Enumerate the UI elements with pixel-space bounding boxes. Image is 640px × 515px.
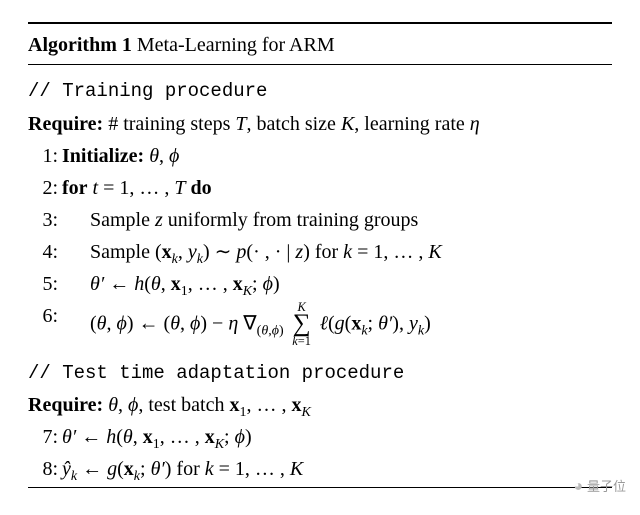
- watermark-icon: ◕: [573, 475, 583, 499]
- algo-step: 5: θ′ ← h(θ, x1, … , xK; ϕ): [28, 268, 612, 300]
- algo-step: 7: θ′ ← h(θ, x1, … , xK; ϕ): [28, 421, 612, 453]
- training-require: Require: # training steps T, batch size …: [28, 108, 612, 140]
- require-label: Require:: [28, 113, 103, 135]
- line-body: Sample (xk, yk) ∼ p(· , · | z) for k = 1…: [62, 237, 612, 267]
- line-number: 5:: [28, 269, 62, 299]
- test-comment: // Test time adaptation procedure: [28, 349, 612, 390]
- watermark: ◕ 量子位: [573, 475, 626, 499]
- line-body: Sample z uniformly from training groups: [62, 205, 612, 235]
- require-text: θ, ϕ, test batch x1, … , xK: [108, 394, 311, 416]
- top-rule: [28, 22, 612, 24]
- line-body: ŷk ← g(xk; θ′) for k = 1, … , K: [62, 454, 612, 484]
- training-comment: // Training procedure: [28, 67, 612, 108]
- line-number: 4:: [28, 237, 62, 267]
- line-number: 6:: [28, 301, 62, 348]
- require-label: Require:: [28, 394, 103, 416]
- line-number: 1:: [28, 141, 62, 171]
- summation-symbol: K ∑ k=1: [289, 301, 315, 348]
- watermark-text: 量子位: [587, 477, 626, 497]
- algo-step: 4: Sample (xk, yk) ∼ p(· , · | z) for k …: [28, 236, 612, 268]
- line-body: for t = 1, … , T do: [62, 173, 612, 203]
- require-text: # training steps T, batch size K, learni…: [108, 113, 480, 135]
- algo-step: 1: Initialize: θ, ϕ: [28, 140, 612, 172]
- line-number: 8:: [28, 454, 62, 484]
- line-body: (θ, ϕ) ← (θ, ϕ) − η ∇(θ,ϕ) K ∑ k=1 ℓ(g(x…: [62, 301, 612, 348]
- title-rule: [28, 64, 612, 65]
- algorithm-number: Algorithm 1: [28, 34, 132, 56]
- line-number: 3:: [28, 205, 62, 235]
- line-body: θ′ ← h(θ, x1, … , xK; ϕ): [62, 269, 612, 299]
- algo-step: 3: Sample z uniformly from training grou…: [28, 204, 612, 236]
- algo-step: 8: ŷk ← g(xk; θ′) for k = 1, … , K: [28, 453, 612, 485]
- algorithm-name: Meta-Learning for ARM: [137, 34, 335, 56]
- algorithm-title: Algorithm 1 Meta-Learning for ARM: [28, 26, 612, 62]
- test-require: Require: θ, ϕ, test batch x1, … , xK: [28, 389, 612, 421]
- line-number: 2:: [28, 173, 62, 203]
- algo-step: 6: (θ, ϕ) ← (θ, ϕ) − η ∇(θ,ϕ) K ∑ k=1 ℓ(…: [28, 300, 612, 349]
- algo-step: 2: for t = 1, … , T do: [28, 172, 612, 204]
- line-body: Initialize: θ, ϕ: [62, 141, 612, 171]
- bottom-rule: [28, 487, 612, 488]
- line-body: θ′ ← h(θ, x1, … , xK; ϕ): [62, 422, 612, 452]
- line-number: 7:: [28, 422, 62, 452]
